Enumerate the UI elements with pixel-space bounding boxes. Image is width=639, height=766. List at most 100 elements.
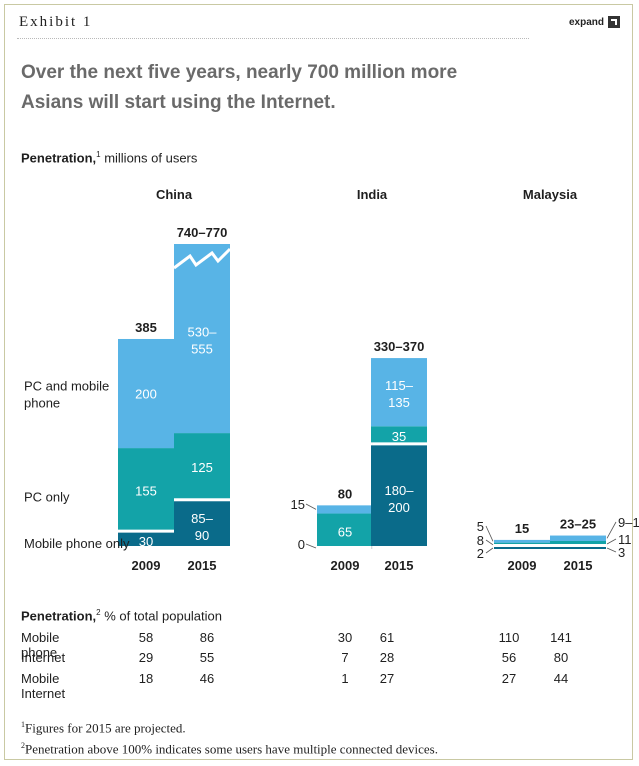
table-cell: 28 xyxy=(379,650,395,665)
outside-label-malaysia-2015-2: 9–11 xyxy=(618,515,639,530)
headline-line-1: Over the next five years, nearly 700 mil… xyxy=(21,62,458,83)
table-cell: 1 xyxy=(341,671,349,686)
table-section-footnote-mark: 2 xyxy=(96,608,101,617)
segment-label-china-2009-0: 30 xyxy=(139,534,153,549)
leader-line-malaysia-2015-2 xyxy=(606,521,617,539)
country-label-china: China xyxy=(156,187,193,202)
table-cell: 46 xyxy=(199,671,215,686)
table-cell: 86 xyxy=(199,630,215,645)
stacked-bar-chart: China30155200385200985–90125530–555740–7… xyxy=(24,187,639,573)
table-cell: 110 xyxy=(498,630,520,645)
expand-button[interactable]: expand xyxy=(569,16,621,28)
segment-label-india-2015-0: 180– xyxy=(385,483,415,498)
segment-label-china-2015-2: 530– xyxy=(188,325,218,340)
outside-label-malaysia-2015-0: 3 xyxy=(618,545,625,560)
bar-segment-china-2015-1 xyxy=(174,433,230,499)
segment-label-india-2015-2-b: 135 xyxy=(388,395,410,410)
table-cell: 61 xyxy=(379,630,395,645)
total-label-malaysia-2015: 23–25 xyxy=(560,517,596,532)
footnote-2-text: Penetration above 100% indicates some us… xyxy=(25,741,438,757)
bar-segment-india-2009-2 xyxy=(317,505,373,514)
table-cell: 30 xyxy=(337,630,353,645)
expand-label: expand xyxy=(569,16,605,28)
year-label-china-2015: 2015 xyxy=(188,558,217,573)
segment-label-china-2009-2: 200 xyxy=(135,387,157,402)
table-cell: 29 xyxy=(138,650,154,665)
table-cell: 55 xyxy=(199,650,215,665)
table-cell: 27 xyxy=(379,671,395,686)
exhibit-label: Exhibit 1 xyxy=(19,14,93,30)
segment-label-india-2015-2: 115– xyxy=(385,378,414,393)
bar-segment-china-2009-1 xyxy=(118,448,174,530)
year-label-india-2015: 2015 xyxy=(385,558,414,573)
total-label-india-2015: 330–370 xyxy=(374,339,425,354)
table-section-title: Penetration,2 % of total population xyxy=(21,608,222,623)
legend-mobile-phone-only: Mobile phone only xyxy=(24,536,130,551)
bar-segment-malaysia-2009-0 xyxy=(494,547,550,549)
outside-label-malaysia-2009-2: 5 xyxy=(477,519,484,534)
segment-label-china-2009-1: 155 xyxy=(135,483,157,498)
leader-line-malaysia-2009-0 xyxy=(485,547,494,554)
leader-line-malaysia-2015-0 xyxy=(606,547,617,553)
bar-segment-china-2009-2 xyxy=(118,338,174,449)
segment-label-india-2015-0-b: 200 xyxy=(388,500,410,515)
table-row-label: Internet xyxy=(21,650,66,665)
total-label-china-2009: 385 xyxy=(135,320,157,335)
outside-label-india-2009-0: 0 xyxy=(298,537,305,552)
legend-pc-only: PC only xyxy=(24,489,70,504)
table-cell: 141 xyxy=(550,630,572,645)
exhibit-divider xyxy=(17,38,529,39)
segment-label-india-2015-1: 35 xyxy=(392,429,406,444)
outside-label-malaysia-2009-0: 2 xyxy=(477,546,484,561)
table-cell: 7 xyxy=(341,650,349,665)
bar-segment-india-2015-0 xyxy=(371,445,427,546)
chart-section-title-bold: Penetration, xyxy=(21,150,97,166)
bar-segment-india-2009-1 xyxy=(317,513,373,546)
year-label-malaysia-2015: 2015 xyxy=(564,558,593,573)
segment-label-china-2015-0: 85– xyxy=(191,511,213,526)
year-label-malaysia-2009: 2009 xyxy=(508,558,537,573)
bar-segment-malaysia-2015-2 xyxy=(550,535,606,541)
footnote-2: 2Penetration above 100% indicates some u… xyxy=(21,737,438,758)
segment-label-china-2015-2-b: 555 xyxy=(191,342,213,357)
bar-segment-china-2009-0 xyxy=(118,532,174,546)
table-cell: 44 xyxy=(553,671,569,686)
bar-segment-china-2015-0 xyxy=(174,501,230,546)
footnote-1: 1Figures for 2015 are projected. xyxy=(21,716,438,737)
legend-pc-and-mobile-line-1: PC and mobile xyxy=(24,379,109,394)
exhibit-frame: Exhibit 1 expand xyxy=(4,4,633,760)
bar-segment-malaysia-2015-0 xyxy=(550,547,606,549)
headline-line-2: Asians will start using the Internet. xyxy=(21,92,336,113)
expand-icon xyxy=(608,16,621,28)
table-section-title-units: % of total population xyxy=(100,608,222,624)
segment-label-china-2015-0-b: 90 xyxy=(195,528,209,543)
country-label-india: India xyxy=(357,187,388,202)
bar-segment-india-2015-1 xyxy=(371,426,427,443)
leader-line-india-2009-0 xyxy=(305,543,317,549)
outside-label-india-2009-2: 15 xyxy=(291,497,305,512)
total-label-china-2015: 740–770 xyxy=(177,225,228,240)
footnote-1-mark: 1 xyxy=(21,720,25,729)
total-label-india-2009: 80 xyxy=(338,486,352,501)
broken-axis-mark xyxy=(173,247,232,270)
table-cell: 58 xyxy=(138,630,154,645)
table-row-label: Mobile Internet xyxy=(21,671,66,701)
table-section-title-bold: Penetration, xyxy=(21,608,97,624)
table-cell: 56 xyxy=(501,650,517,665)
segment-label-china-2015-1: 125 xyxy=(191,460,213,475)
leader-line-india-2009-2 xyxy=(305,503,317,510)
table-cell: 18 xyxy=(138,671,154,686)
bar-segment-malaysia-2009-2 xyxy=(494,539,550,543)
chart-section-title-units: millions of users xyxy=(100,150,198,166)
bar-segment-malaysia-2015-1 xyxy=(550,540,606,544)
table-cell: 80 xyxy=(553,650,569,665)
leader-line-malaysia-2009-2 xyxy=(485,525,494,542)
bar-segment-malaysia-2009-1 xyxy=(494,542,550,544)
footnotes: 1Figures for 2015 are projected. 2Penetr… xyxy=(21,716,438,759)
year-label-india-2009: 2009 xyxy=(331,558,360,573)
table-cell: 27 xyxy=(501,671,517,686)
table-row-label: Mobile phone xyxy=(21,630,60,660)
bar-segment-china-2015-2 xyxy=(174,244,230,434)
footnote-1-text: Figures for 2015 are projected. xyxy=(25,720,186,736)
legend-pc-and-mobile-line-2: phone xyxy=(24,396,60,411)
